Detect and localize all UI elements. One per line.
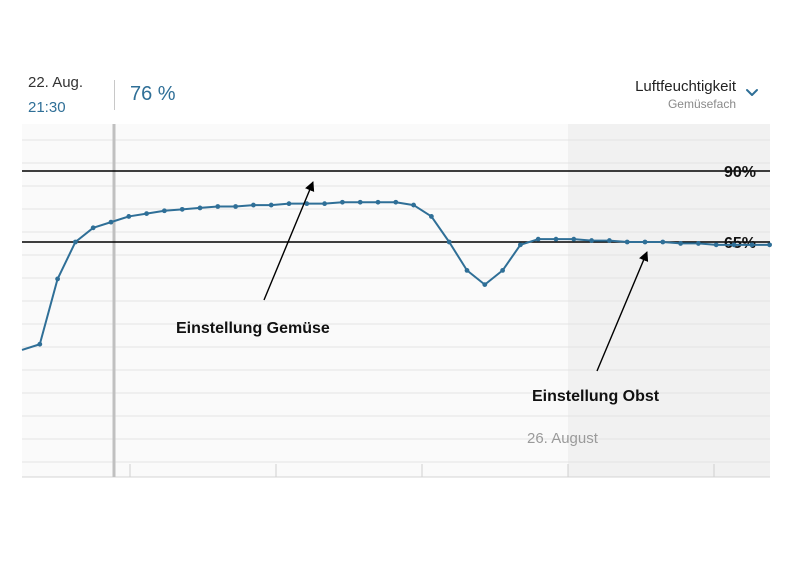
data-point <box>731 242 737 248</box>
sensor-location-label: Gemüsefach <box>667 97 736 111</box>
data-point <box>162 208 167 214</box>
annotation-arrow <box>263 181 315 301</box>
data-point <box>553 236 559 242</box>
data-point <box>322 201 327 207</box>
chart-header: 22. Aug. 21:30 76 % Luftfeuchtigkeit Gem… <box>0 0 800 122</box>
data-point <box>500 268 505 273</box>
data-point <box>767 242 772 248</box>
data-point <box>126 214 132 219</box>
data-point <box>535 236 541 242</box>
data-point <box>446 239 452 245</box>
data-point <box>304 201 310 207</box>
reference-line-label: 90% <box>724 164 756 181</box>
data-point <box>197 205 203 211</box>
data-point <box>624 239 630 245</box>
data-point <box>518 242 523 248</box>
data-point <box>749 242 755 248</box>
data-point <box>375 199 381 205</box>
data-point <box>696 241 701 246</box>
data-point <box>589 238 594 243</box>
selected-date: 22. Aug. <box>28 74 84 91</box>
data-point <box>357 199 363 205</box>
data-point <box>713 242 719 248</box>
header-divider <box>114 80 115 110</box>
annotation-label: Einstellung Obst <box>532 388 660 405</box>
data-point <box>268 202 274 208</box>
data-point <box>144 211 150 217</box>
data-point <box>286 201 292 207</box>
data-point <box>340 199 345 205</box>
chevron-down-icon[interactable] <box>744 84 760 100</box>
data-point <box>37 341 43 347</box>
data-point <box>393 199 399 205</box>
data-point <box>660 239 666 245</box>
data-point <box>251 202 256 208</box>
annotation-arrow <box>596 251 649 372</box>
data-point <box>233 204 239 209</box>
data-point <box>179 206 185 212</box>
data-point <box>73 239 78 245</box>
data-point <box>464 268 470 273</box>
data-point <box>90 225 96 231</box>
data-point <box>607 238 612 243</box>
selected-value: 76 % <box>130 83 176 105</box>
data-point <box>482 282 488 287</box>
data-point <box>571 236 577 242</box>
data-point <box>429 214 434 219</box>
annotation-label: Einstellung Gemüse <box>176 320 330 337</box>
metric-selector-label[interactable]: Luftfeuchtigkeit <box>635 78 736 95</box>
data-point <box>678 241 683 246</box>
x-tick-label: 26. August <box>527 430 599 447</box>
data-point <box>642 239 648 245</box>
selected-time: 21:30 <box>28 99 66 116</box>
data-point <box>55 276 60 282</box>
data-point <box>215 204 221 209</box>
data-point <box>411 202 416 208</box>
data-point <box>108 219 114 225</box>
reference-line-label: 65% <box>724 235 756 252</box>
